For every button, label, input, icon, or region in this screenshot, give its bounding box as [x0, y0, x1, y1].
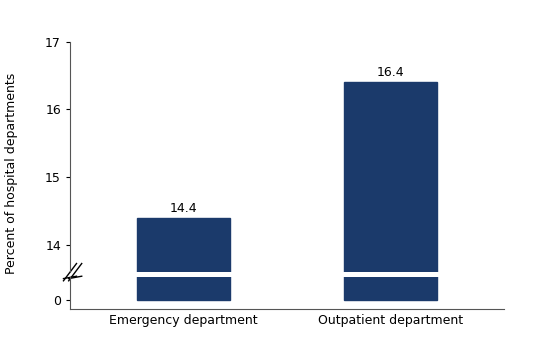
Text: 14.4: 14.4	[170, 202, 198, 214]
Bar	[344, 0, 437, 300]
Bar	[137, 218, 230, 347]
Bar	[137, 0, 230, 300]
Bar	[344, 82, 437, 347]
Text: 16.4: 16.4	[376, 66, 404, 79]
Text: Percent of hospital departments: Percent of hospital departments	[4, 73, 18, 274]
